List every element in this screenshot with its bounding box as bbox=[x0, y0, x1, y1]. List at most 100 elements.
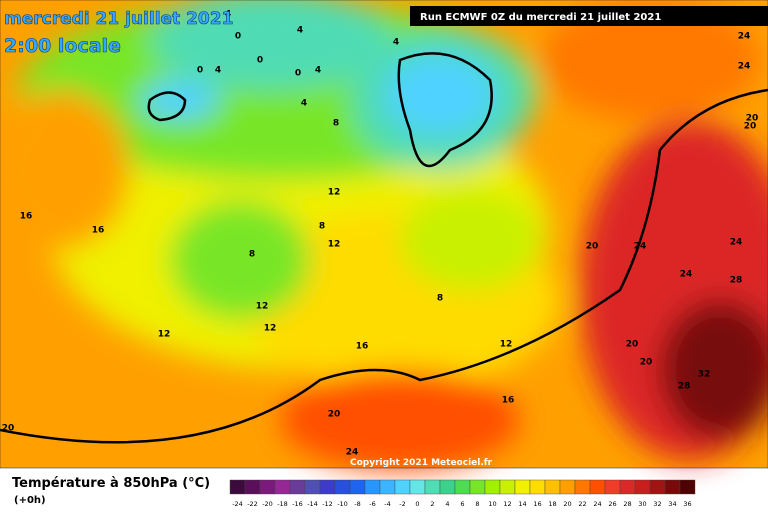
contour-label: 20 bbox=[640, 358, 653, 368]
contour-label: 24 bbox=[730, 238, 743, 248]
legend-swatch bbox=[424, 479, 441, 495]
legend-swatch bbox=[499, 479, 516, 495]
legend-swatch bbox=[304, 479, 321, 495]
legend-label: 10 bbox=[488, 500, 496, 508]
contour-label: 20 bbox=[328, 410, 341, 420]
legend-swatch bbox=[394, 479, 411, 495]
contour-label: 24 bbox=[680, 270, 693, 280]
legend-swatch bbox=[529, 479, 546, 495]
contour-label: 16 bbox=[92, 226, 105, 236]
contour-label: 24 bbox=[346, 448, 359, 458]
legend-label: 0 bbox=[415, 500, 419, 508]
contour-label: 8 bbox=[333, 119, 339, 129]
legend-swatch bbox=[289, 479, 306, 495]
legend-swatch bbox=[469, 479, 486, 495]
legend-swatch bbox=[679, 479, 696, 495]
legend-label: 8 bbox=[475, 500, 479, 508]
contour-label: 16 bbox=[356, 342, 369, 352]
legend-swatch bbox=[589, 479, 606, 495]
contour-label: 28 bbox=[730, 276, 743, 286]
legend-swatch bbox=[484, 479, 501, 495]
legend-swatch bbox=[664, 479, 681, 495]
contour-label: 24 bbox=[634, 242, 647, 252]
contour-label: 0 bbox=[295, 69, 301, 79]
contour-label: 8 bbox=[437, 294, 443, 304]
legend-swatch bbox=[244, 479, 261, 495]
legend: -24 -22 -20 -18 -16 -14 -12 -10 -8 -6 -4 -2 0 2 4 6 8 10 1… bbox=[229, 479, 696, 508]
contour-label: 0 bbox=[197, 66, 203, 76]
legend-label: 14 bbox=[518, 500, 526, 508]
legend-label: -2 bbox=[399, 500, 405, 508]
map-time: 2:00 locale bbox=[4, 35, 121, 57]
contour-label: 20 bbox=[2, 424, 15, 434]
legend-swatch bbox=[439, 479, 456, 495]
legend-swatch bbox=[619, 479, 636, 495]
contour-label: 8 bbox=[319, 222, 325, 232]
legend-swatch bbox=[604, 479, 621, 495]
legend-swatch bbox=[274, 479, 291, 495]
legend-swatch bbox=[454, 479, 471, 495]
map-field bbox=[0, 0, 768, 470]
contour-label: 28 bbox=[678, 382, 691, 392]
legend-label: 20 bbox=[563, 500, 571, 508]
legend-label: -4 bbox=[384, 500, 390, 508]
legend-label: -6 bbox=[369, 500, 375, 508]
legend-label: 2 bbox=[430, 500, 434, 508]
legend-label: -14 bbox=[307, 500, 318, 508]
footer-subtitle: (+0h) bbox=[14, 495, 46, 506]
contour-label: 24 bbox=[738, 62, 751, 72]
legend-label: -20 bbox=[262, 500, 273, 508]
legend-label: 24 bbox=[593, 500, 601, 508]
contour-label: 20 bbox=[586, 242, 599, 252]
map-date: mercredi 21 juillet 2021 bbox=[4, 9, 233, 29]
legend-label: -22 bbox=[247, 500, 258, 508]
contour-label: 12 bbox=[158, 330, 171, 340]
legend-swatch bbox=[259, 479, 276, 495]
contour-label: 12 bbox=[500, 340, 513, 350]
contour-label: 0 bbox=[257, 56, 263, 66]
contour-label: 20 bbox=[626, 340, 639, 350]
run-text: Run ECMWF 0Z du mercredi 21 juillet 2021 bbox=[420, 12, 661, 23]
contour-label: 12 bbox=[328, 240, 341, 250]
contour-label: 12 bbox=[256, 302, 269, 312]
contour-label: 12 bbox=[264, 324, 277, 334]
legend-swatch bbox=[574, 479, 591, 495]
legend-label: 34 bbox=[668, 500, 676, 508]
contour-label: 20 bbox=[744, 122, 757, 132]
legend-swatch bbox=[544, 479, 561, 495]
contour-label: 16 bbox=[502, 396, 515, 406]
legend-swatch bbox=[409, 479, 426, 495]
legend-label: 6 bbox=[460, 500, 464, 508]
contour-label: 0 bbox=[235, 32, 241, 42]
legend-label: 30 bbox=[638, 500, 646, 508]
contour-label: 4 bbox=[301, 99, 307, 109]
legend-swatch bbox=[514, 479, 531, 495]
contour-label: 12 bbox=[328, 188, 341, 198]
contour-label: 32 bbox=[698, 370, 711, 380]
legend-label: -8 bbox=[354, 500, 360, 508]
contour-label: 20 bbox=[746, 114, 759, 124]
legend-swatch bbox=[319, 479, 336, 495]
legend-swatch bbox=[229, 479, 246, 495]
contour-label: 8 bbox=[249, 250, 255, 260]
contour-label: 4 bbox=[215, 66, 221, 76]
legend-swatch bbox=[364, 479, 381, 495]
legend-label: 28 bbox=[623, 500, 631, 508]
legend-label: 4 bbox=[445, 500, 449, 508]
legend-label: 26 bbox=[608, 500, 616, 508]
legend-swatch bbox=[559, 479, 576, 495]
legend-swatch bbox=[349, 479, 366, 495]
legend-label: 16 bbox=[533, 500, 541, 508]
legend-swatch bbox=[334, 479, 351, 495]
legend-label: 12 bbox=[503, 500, 511, 508]
legend-swatch bbox=[649, 479, 666, 495]
legend-label: 36 bbox=[683, 500, 691, 508]
footer-title: Température à 850hPa (°C) bbox=[12, 476, 210, 491]
contour-label: 4 bbox=[225, 10, 231, 20]
contour-label: 4 bbox=[315, 66, 321, 76]
contour-label: 16 bbox=[20, 212, 33, 222]
legend-label: -12 bbox=[322, 500, 333, 508]
